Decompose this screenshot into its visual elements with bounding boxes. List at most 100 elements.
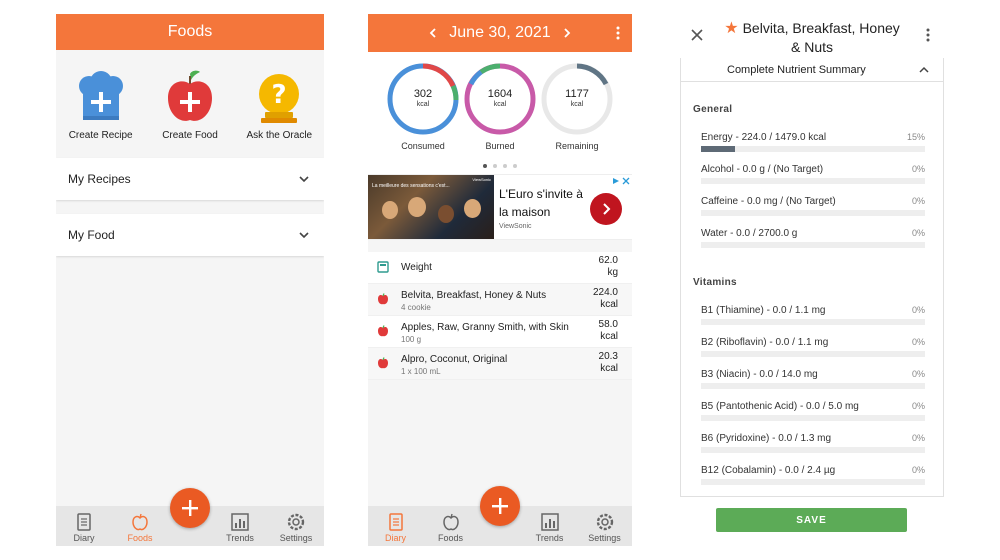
chevron-up-icon <box>919 66 929 73</box>
close-icon[interactable] <box>690 28 704 42</box>
add-fab-button[interactable] <box>480 486 520 526</box>
entry-detail: 1 x 100 mL <box>401 367 441 376</box>
entry-amount: 58.0 kcal <box>598 319 618 342</box>
nutrient-row: B3 (Niacin) - 0.0 / 14.0 mg 0% <box>701 369 925 389</box>
nav-foods[interactable]: Foods <box>112 506 168 546</box>
chevron-right-icon[interactable] <box>561 27 573 39</box>
chevron-down-icon <box>299 232 309 239</box>
chevron-down-icon <box>299 176 309 183</box>
nav-foods-label: Foods <box>127 533 153 543</box>
my-recipes-label: My Recipes <box>68 172 131 186</box>
ask-oracle-button[interactable]: ? Ask the Oracle <box>235 70 323 150</box>
chef-hat-plus-icon <box>78 71 123 120</box>
nav-trends-label: Trends <box>226 533 254 543</box>
diary-date[interactable]: June 30, 2021 <box>449 24 551 41</box>
nutrient-row: B2 (Riboflavin) - 0.0 / 1.1 mg 0% <box>701 337 925 357</box>
diary-entry[interactable]: Alpro, Coconut, Original 1 x 100 mL 20.3… <box>368 348 632 380</box>
gear-icon <box>287 513 305 531</box>
burned-ring-chart <box>464 63 536 135</box>
entry-name: Apples, Raw, Granny Smith, with Skin <box>401 322 569 333</box>
save-button[interactable]: SAVE <box>716 508 907 532</box>
nav-diary[interactable]: Diary <box>368 506 423 546</box>
page-dot[interactable] <box>503 164 507 168</box>
diary-entry[interactable]: Apples, Raw, Granny Smith, with Skin 100… <box>368 316 632 348</box>
diary-entry[interactable]: Belvita, Breakfast, Honey & Nuts 4 cooki… <box>368 284 632 316</box>
nutrient-row: B5 (Pantothenic Acid) - 0.0 / 5.0 mg 0% <box>701 401 925 421</box>
nutrient-row: Energy - 224.0 / 1479.0 kcal 15% <box>701 132 925 152</box>
chevron-right-icon <box>603 203 611 215</box>
page-dot[interactable] <box>483 164 487 168</box>
more-vert-icon[interactable] <box>616 26 620 40</box>
create-recipe-button[interactable]: Create Recipe <box>57 70 145 150</box>
ad-image-corner-text: ViewSonic <box>472 177 491 182</box>
nav-trends[interactable]: Trends <box>212 506 268 546</box>
section-vitamins: Vitamins <box>693 277 737 288</box>
apple-plus-icon <box>167 70 212 121</box>
entry-amount: 224.0 kcal <box>592 287 618 310</box>
consumed-caption: Consumed <box>401 141 445 151</box>
close-icon[interactable] <box>622 177 630 185</box>
remaining-ring-chart <box>541 63 613 135</box>
nav-settings[interactable]: Settings <box>577 506 632 546</box>
my-food-section[interactable]: My Food <box>56 214 324 256</box>
nav-diary-label: Diary <box>73 533 95 543</box>
page-indicator[interactable] <box>368 164 632 168</box>
consumed-unit: kcal <box>416 101 430 108</box>
remaining-unit: kcal <box>570 101 584 108</box>
more-vert-icon[interactable] <box>926 28 930 42</box>
page-title: Foods <box>167 23 213 40</box>
scale-icon <box>377 261 389 273</box>
remaining-caption: Remaining <box>555 141 599 151</box>
nutrient-row: Caffeine - 0.0 mg / (No Target) 0% <box>701 196 925 216</box>
create-food-button[interactable]: Create Food <box>146 70 234 150</box>
page-dot[interactable] <box>493 164 497 168</box>
ad-title: L'Euro s'invite à la maison <box>499 187 583 219</box>
consumed-value: 302 <box>413 88 433 100</box>
nutrient-panel: Complete Nutrient Summary General Energy… <box>680 58 944 497</box>
nav-diary-label: Diary <box>384 533 406 543</box>
nav-settings[interactable]: Settings <box>268 506 324 546</box>
nutrient-row: B6 (Pyridoxine) - 0.0 / 1.3 mg 0% <box>701 433 925 453</box>
entry-amount: 62.0 kg <box>598 255 618 278</box>
food-title: ★ Belvita, Breakfast, Honey & Nuts <box>724 20 900 55</box>
oracle-question-icon: ? <box>259 74 300 123</box>
entry-detail: 4 cookie <box>401 303 431 312</box>
ad-banner[interactable]: La meilleure des sensations c'est... Vie… <box>368 174 632 240</box>
star-icon[interactable]: ★ <box>724 20 739 37</box>
entry-name: Belvita, Breakfast, Honey & Nuts <box>401 290 547 301</box>
diary-header: June 30, 2021 <box>368 14 632 52</box>
burned-unit: kcal <box>493 101 507 108</box>
nav-foods[interactable]: Foods <box>423 506 478 546</box>
remaining-ring: 1177 kcal Remaining <box>540 62 614 151</box>
page-dot[interactable] <box>513 164 517 168</box>
diary-entries: Weight 62.0 kg Belvita, Breakfast, Honey… <box>368 252 632 380</box>
burned-value: 1604 <box>487 88 513 100</box>
ad-open-button[interactable] <box>590 193 622 225</box>
plus-icon <box>492 498 508 514</box>
nav-settings-label: Settings <box>588 533 621 543</box>
my-recipes-section[interactable]: My Recipes <box>56 158 324 200</box>
burned-caption: Burned <box>485 141 515 151</box>
foods-header: Foods <box>56 14 324 50</box>
chevron-left-icon[interactable] <box>427 27 439 39</box>
apple-icon <box>378 293 388 305</box>
diary-entry[interactable]: Weight 62.0 kg <box>368 252 632 284</box>
apple-icon <box>132 513 148 531</box>
nutrient-panel-header[interactable]: Complete Nutrient Summary <box>681 58 943 82</box>
nav-trends[interactable]: Trends <box>522 506 577 546</box>
nutrient-row: Alcohol - 0.0 g / (No Target) 0% <box>701 164 925 184</box>
my-food-label: My Food <box>68 228 115 242</box>
apple-icon <box>378 357 388 369</box>
add-fab-button[interactable] <box>170 488 210 528</box>
foods-actions: Create Recipe Create Food ? Ask the Orac… <box>56 50 324 150</box>
create-recipe-label: Create Recipe <box>68 130 133 141</box>
consumed-ring: 302 kcal Consumed <box>386 62 460 151</box>
apple-icon <box>442 513 459 531</box>
nav-settings-label: Settings <box>279 533 313 543</box>
nav-foods-label: Foods <box>437 533 463 543</box>
nav-diary[interactable]: Diary <box>56 506 112 546</box>
nutrient-panel-title: Complete Nutrient Summary <box>727 64 866 76</box>
nutrient-row: Water - 0.0 / 2700.0 g 0% <box>701 228 925 248</box>
plus-icon <box>182 500 198 516</box>
ad-info-icon[interactable] <box>612 177 620 185</box>
